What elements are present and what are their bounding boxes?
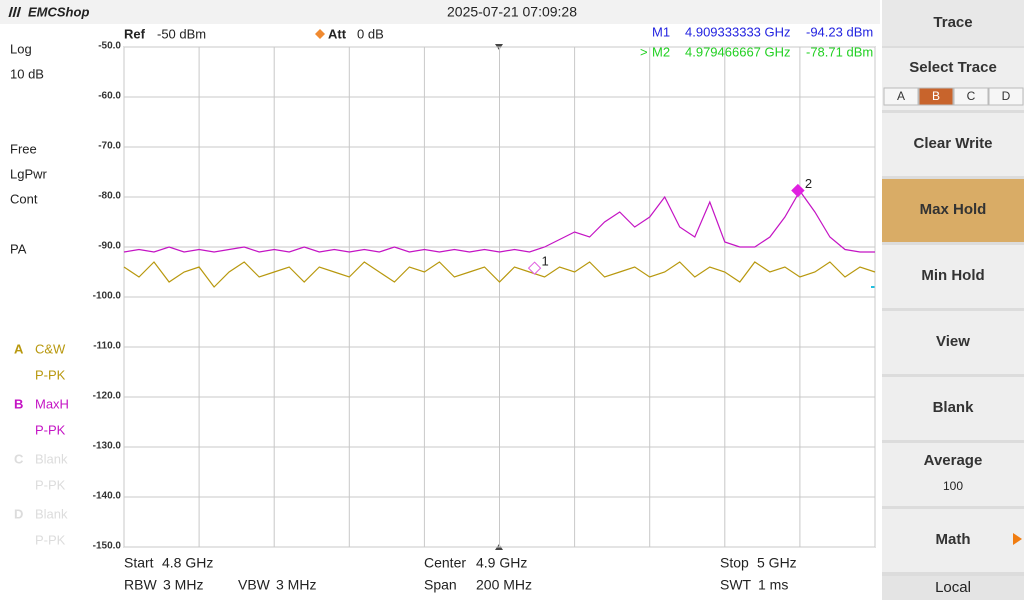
trace-mode: MaxH bbox=[35, 396, 69, 411]
footer-label: Start bbox=[124, 555, 154, 571]
trace-detector: P-PK bbox=[35, 477, 66, 492]
softkey-label[interactable]: Average bbox=[924, 452, 983, 469]
softkey-label[interactable]: Blank bbox=[933, 399, 975, 416]
trace-detector: P-PK bbox=[35, 422, 66, 437]
stripe bbox=[16, 7, 22, 17]
y-tick-label: -60.0 bbox=[98, 91, 121, 102]
footer-label: SWT bbox=[720, 577, 752, 593]
footer-value: 4.8 GHz bbox=[162, 555, 213, 571]
att-value: 0 dB bbox=[357, 26, 384, 41]
trace-detector: P-PK bbox=[35, 532, 66, 547]
stripe bbox=[8, 7, 14, 17]
trace-mode: Blank bbox=[35, 451, 68, 466]
trace-tab-label[interactable]: A bbox=[897, 89, 905, 103]
softkey-button[interactable] bbox=[882, 443, 1024, 506]
softkey-button[interactable] bbox=[882, 311, 1024, 374]
local-button[interactable] bbox=[882, 576, 1024, 600]
softkey-label[interactable]: Min Hold bbox=[921, 267, 984, 284]
marker-level: -94.23 dBm bbox=[806, 24, 873, 39]
marker-name: M1 bbox=[652, 24, 670, 39]
trace-tab-label[interactable]: B bbox=[932, 89, 940, 103]
y-tick-label: -110.0 bbox=[93, 341, 121, 352]
trace bbox=[123, 189, 875, 253]
marker-frequency: 4.909333333 GHz bbox=[685, 24, 791, 39]
footer-label: Span bbox=[424, 577, 457, 593]
marker-number: 1 bbox=[542, 254, 549, 269]
y-tick-label: -90.0 bbox=[98, 241, 121, 252]
softkey-label[interactable]: Max Hold bbox=[920, 201, 987, 218]
y-tick-label: -130.0 bbox=[93, 441, 122, 452]
status-text: Log bbox=[10, 41, 32, 56]
att-icon bbox=[315, 29, 325, 39]
y-tick-label: -100.0 bbox=[93, 291, 122, 302]
marker-number: 2 bbox=[805, 176, 812, 191]
submenu-arrow bbox=[1013, 533, 1022, 545]
att-label: Att bbox=[328, 26, 347, 41]
softkey-button[interactable] bbox=[882, 509, 1024, 572]
local-label[interactable]: Local bbox=[935, 579, 971, 596]
select-trace-label: Select Trace bbox=[909, 59, 997, 76]
trace-mode: Blank bbox=[35, 506, 68, 521]
softkey-value: 100 bbox=[943, 479, 963, 493]
y-tick-label: -140.0 bbox=[93, 491, 122, 502]
marker-active: > bbox=[640, 44, 648, 59]
footer-value: 4.9 GHz bbox=[476, 555, 527, 571]
footer-label: RBW bbox=[124, 577, 157, 593]
footer-value: 3 MHz bbox=[163, 577, 203, 593]
marker-point bbox=[527, 261, 542, 275]
status-text: 10 dB bbox=[10, 66, 44, 81]
ref-value: -50 dBm bbox=[157, 26, 206, 41]
footer-value: 200 MHz bbox=[476, 577, 532, 593]
trace-letter: C bbox=[14, 451, 24, 466]
trace bbox=[123, 261, 876, 288]
softkey-label[interactable]: View bbox=[936, 333, 970, 350]
y-tick-label: -150.0 bbox=[93, 541, 122, 552]
y-tick-label: -80.0 bbox=[98, 191, 121, 202]
footer-value: 1 ms bbox=[758, 577, 788, 593]
trace-tab[interactable] bbox=[883, 87, 919, 106]
softkey-button[interactable] bbox=[882, 113, 1024, 176]
stripe bbox=[12, 7, 18, 17]
softkey-label[interactable]: Math bbox=[936, 531, 971, 548]
trace-letter: A bbox=[14, 341, 24, 356]
softkey-header bbox=[882, 0, 1024, 46]
softkey-label[interactable]: Clear Write bbox=[914, 135, 993, 152]
softkey-title: Trace bbox=[933, 14, 972, 31]
footer-value: 5 GHz bbox=[757, 555, 797, 571]
trace-letter: B bbox=[14, 396, 23, 411]
trace-tab[interactable] bbox=[988, 87, 1024, 106]
footer-label: VBW bbox=[238, 577, 271, 593]
footer-label: Stop bbox=[720, 555, 749, 571]
marker-level: -78.71 dBm bbox=[806, 44, 873, 59]
trace-letter: D bbox=[14, 506, 23, 521]
logo: EMCShop bbox=[28, 4, 89, 19]
marker-name: M2 bbox=[652, 44, 670, 59]
logo-stripes bbox=[8, 7, 22, 17]
status-text: PA bbox=[10, 241, 27, 256]
level-indicator bbox=[871, 286, 875, 288]
y-tick-label: -120.0 bbox=[93, 391, 122, 402]
timestamp: 2025-07-21 07:09:28 bbox=[447, 4, 577, 20]
y-tick-label: -70.0 bbox=[98, 141, 121, 152]
softkey-button[interactable] bbox=[882, 245, 1024, 308]
trace-mode: C&W bbox=[35, 341, 66, 356]
top-bar bbox=[0, 0, 880, 24]
y-tick-label: -50.0 bbox=[98, 41, 121, 52]
status-text: LgPwr bbox=[10, 166, 48, 181]
trace-tab-label[interactable]: C bbox=[967, 89, 976, 103]
status-text: Cont bbox=[10, 191, 38, 206]
footer-label: Center bbox=[424, 555, 466, 571]
ref-label: Ref bbox=[124, 26, 146, 41]
footer-value: 3 MHz bbox=[276, 577, 316, 593]
status-text: Free bbox=[10, 141, 37, 156]
softkey-button[interactable] bbox=[882, 179, 1024, 242]
marker-frequency: 4.979466667 GHz bbox=[685, 44, 791, 59]
trace-tab[interactable] bbox=[953, 87, 989, 106]
trace-detector: P-PK bbox=[35, 367, 66, 382]
trace-tab-label[interactable]: D bbox=[1002, 89, 1011, 103]
marker-point bbox=[791, 183, 805, 198]
trace-tab[interactable] bbox=[918, 87, 954, 106]
softkey-button[interactable] bbox=[882, 377, 1024, 440]
